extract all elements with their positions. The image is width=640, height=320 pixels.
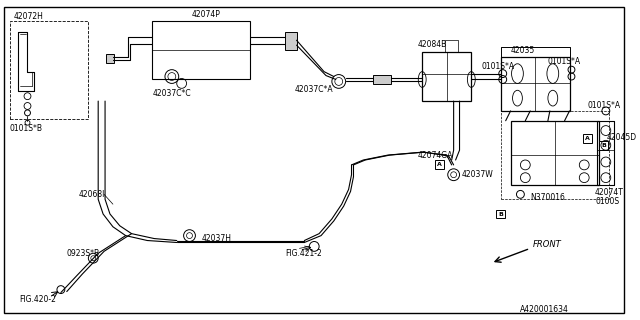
Text: 0101S*A: 0101S*A xyxy=(481,62,515,71)
Bar xyxy=(422,52,471,101)
Text: 42037C*A: 42037C*A xyxy=(294,85,333,94)
Text: FIG.420-2: FIG.420-2 xyxy=(20,295,56,304)
Bar xyxy=(511,121,599,185)
Text: A420001634: A420001634 xyxy=(520,305,570,314)
Text: 42037W: 42037W xyxy=(461,170,493,179)
Bar xyxy=(500,57,570,111)
Text: FRONT: FRONT xyxy=(533,240,562,249)
Text: 0101S*A: 0101S*A xyxy=(548,57,581,66)
Text: B: B xyxy=(602,143,606,148)
Bar xyxy=(497,210,505,219)
Text: 42074GA: 42074GA xyxy=(417,151,452,160)
Text: FIG.421-2: FIG.421-2 xyxy=(285,249,321,258)
Bar xyxy=(600,141,608,150)
Bar xyxy=(373,75,391,84)
Text: 42037H: 42037H xyxy=(202,234,231,243)
Text: 42074T: 42074T xyxy=(595,188,624,197)
Text: 0101S*A: 0101S*A xyxy=(587,100,620,109)
Text: 42037C*C: 42037C*C xyxy=(152,89,191,98)
Bar xyxy=(10,20,88,119)
Text: 0923S*B: 0923S*B xyxy=(67,249,100,258)
Text: 42068I: 42068I xyxy=(79,190,105,199)
Bar xyxy=(285,32,296,50)
Text: 42084B: 42084B xyxy=(417,40,447,49)
Text: 0100S: 0100S xyxy=(595,197,619,206)
Bar xyxy=(500,111,609,199)
Text: A: A xyxy=(438,163,442,167)
Text: N370016: N370016 xyxy=(530,193,565,202)
Bar xyxy=(106,54,114,63)
Text: 42035: 42035 xyxy=(511,45,535,54)
Text: B: B xyxy=(499,212,503,217)
Text: A: A xyxy=(585,136,589,141)
Text: 0101S*B: 0101S*B xyxy=(10,124,43,133)
Text: 42074P: 42074P xyxy=(191,10,220,19)
Text: 42045D: 42045D xyxy=(607,133,637,142)
Bar xyxy=(583,134,591,143)
Bar xyxy=(152,20,250,79)
Bar xyxy=(435,161,444,169)
Text: 42072H: 42072H xyxy=(13,12,44,21)
